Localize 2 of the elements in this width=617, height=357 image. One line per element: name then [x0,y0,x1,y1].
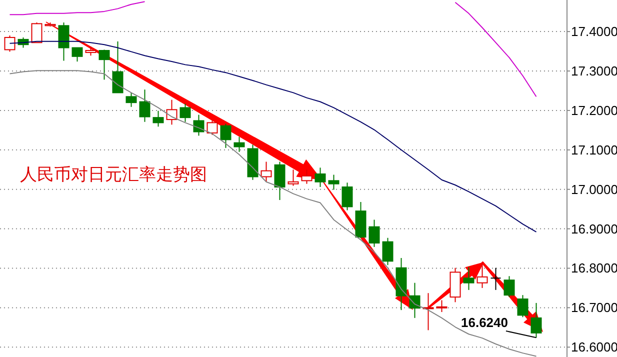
annotation: 16.6240 [461,315,508,330]
title: 人民币对日元汇率走势图 [20,165,207,184]
